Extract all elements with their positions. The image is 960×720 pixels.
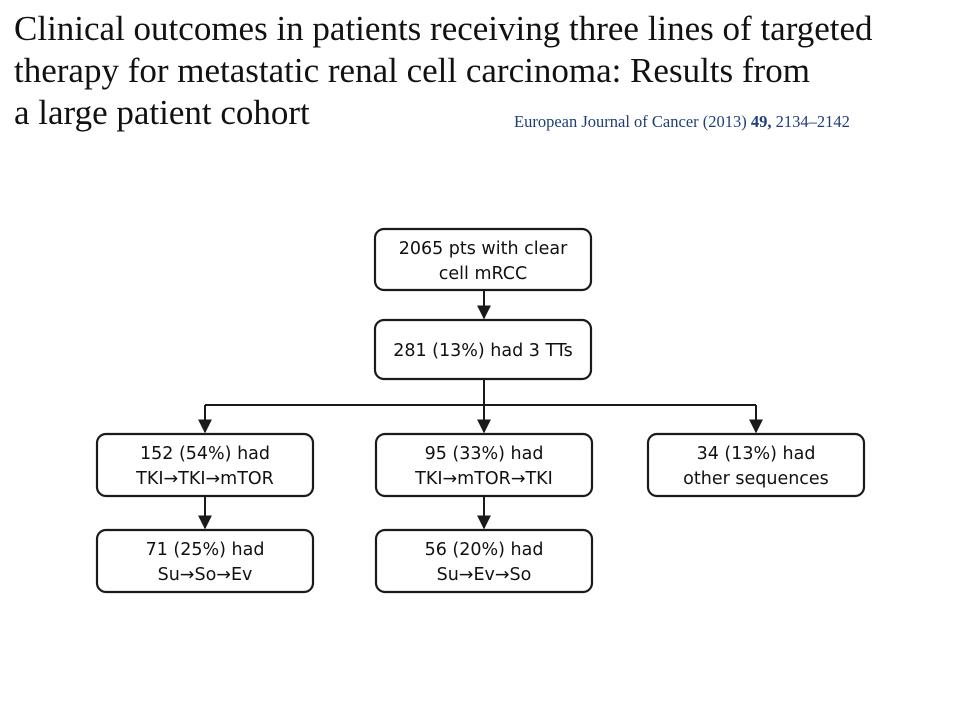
node-three-tts-label: 281 (13%) had 3 TTs [393, 341, 573, 361]
title-line-2: therapy for metastatic renal cell carcin… [14, 51, 810, 90]
node-root-line-2: cell mRCC [439, 264, 527, 284]
citation-pages: 2134–2142 [775, 112, 850, 131]
node-root-line-1: 2065 pts with clear [399, 239, 568, 259]
node-branch-3-line-1: 34 (13%) had [697, 444, 816, 464]
node-branch-3: 34 (13%) had other sequences [646, 432, 866, 498]
node-branch-2-child-line-2: Su→Ev→So [437, 565, 532, 585]
node-branch-2-line-2: TKI→mTOR→TKI [414, 469, 553, 489]
node-branch-1-child: 71 (25%) had Su→So→Ev [95, 528, 315, 594]
journal-citation: European Journal of Cancer (2013) 49, 21… [514, 112, 850, 132]
node-branch-1-child-line-1: 71 (25%) had [146, 540, 265, 560]
node-branch-2-line-1: 95 (33%) had [425, 444, 544, 464]
citation-volume: 49, [750, 112, 772, 131]
node-branch-2-child: 56 (20%) had Su→Ev→So [374, 528, 594, 594]
node-branch-1: 152 (54%) had TKI→TKI→mTOR [95, 432, 315, 498]
title-line-3: a large patient cohort [14, 93, 310, 132]
node-branch-2-child-line-1: 56 (20%) had [425, 540, 544, 560]
slide-title: Clinical outcomes in patients receiving … [14, 8, 954, 134]
node-branch-2: 95 (33%) had TKI→mTOR→TKI [374, 432, 594, 498]
node-root: 2065 pts with clear cell mRCC [373, 227, 593, 292]
node-branch-1-line-1: 152 (54%) had [140, 444, 270, 464]
node-three-tts: 281 (13%) had 3 TTs [373, 318, 593, 381]
connectors [198, 290, 763, 530]
citation-journal: European Journal of Cancer (2013) [514, 112, 747, 131]
node-branch-3-line-2: other sequences [683, 469, 829, 489]
title-line-1: Clinical outcomes in patients receiving … [14, 9, 873, 48]
node-branch-1-child-line-2: Su→So→Ev [158, 565, 253, 585]
node-branch-1-line-2: TKI→TKI→mTOR [135, 469, 274, 489]
